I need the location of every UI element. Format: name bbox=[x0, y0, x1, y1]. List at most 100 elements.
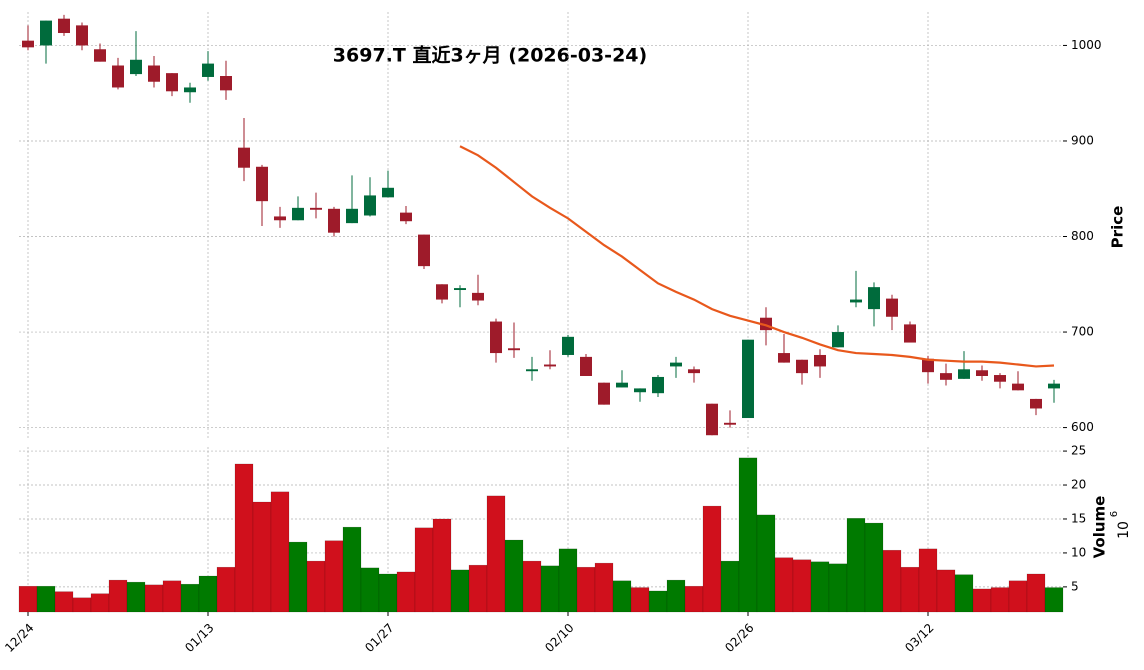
volume-bar bbox=[234, 463, 254, 613]
candle-body bbox=[994, 375, 1006, 382]
volume-bar bbox=[900, 566, 920, 613]
candle-body bbox=[904, 324, 916, 343]
volume-bar bbox=[378, 573, 398, 613]
volume-bar bbox=[72, 597, 92, 613]
volume-bar bbox=[126, 581, 146, 613]
volume-bar bbox=[342, 526, 362, 613]
volume-bar bbox=[18, 585, 38, 613]
volume-bar bbox=[792, 559, 812, 613]
candle-body bbox=[346, 208, 358, 224]
volume-bar bbox=[306, 560, 326, 613]
candle-body bbox=[976, 370, 988, 376]
volume-bar bbox=[612, 580, 632, 613]
candle-body bbox=[778, 353, 790, 363]
candle-body bbox=[148, 65, 160, 82]
volume-bar bbox=[1026, 573, 1046, 613]
candle-body bbox=[670, 362, 682, 367]
volume-bar bbox=[54, 591, 74, 613]
volume-bar bbox=[414, 527, 434, 613]
y-tick-label: 800 bbox=[1071, 229, 1094, 243]
x-tick-label: 02/26 bbox=[722, 621, 756, 655]
x-tick-label: 02/10 bbox=[542, 621, 576, 655]
volume-bar bbox=[216, 566, 236, 613]
volume-exponent-power: 6 bbox=[1109, 511, 1120, 517]
volume-bar bbox=[954, 574, 974, 613]
candle-body bbox=[436, 284, 448, 300]
candle-body bbox=[814, 354, 826, 367]
candle-body bbox=[616, 382, 628, 388]
y-tick-label: 1000 bbox=[1071, 38, 1102, 52]
candle-body bbox=[76, 25, 88, 46]
volume-tick-label: 10 bbox=[1071, 545, 1086, 559]
volume-bar bbox=[108, 579, 128, 613]
candle-body bbox=[868, 287, 880, 310]
volume-bar bbox=[882, 549, 902, 613]
volume-bar bbox=[774, 557, 794, 613]
candle-body bbox=[958, 369, 970, 379]
volume-bar bbox=[846, 518, 866, 613]
volume-bar bbox=[864, 522, 884, 613]
volume-bar bbox=[252, 501, 272, 613]
candle-body bbox=[454, 288, 466, 291]
candle-body bbox=[598, 382, 610, 405]
volume-bar bbox=[360, 567, 380, 613]
volume-bar bbox=[486, 495, 506, 613]
candle-body bbox=[220, 76, 232, 91]
candle-body bbox=[1030, 398, 1042, 409]
volume-bar bbox=[720, 560, 740, 613]
volume-bar bbox=[702, 505, 722, 613]
volume-exponent-base: 10 bbox=[1116, 521, 1132, 539]
candle-body bbox=[328, 208, 340, 233]
volume-bar bbox=[684, 585, 704, 613]
volume-bar bbox=[594, 562, 614, 613]
volume-bar bbox=[990, 587, 1010, 613]
volume-bar bbox=[756, 514, 776, 613]
volume-bar bbox=[918, 548, 938, 613]
candle-body bbox=[580, 356, 592, 376]
volume-bar bbox=[522, 560, 542, 613]
candle-body bbox=[562, 336, 574, 355]
candle-body bbox=[238, 147, 250, 168]
candle-body bbox=[274, 216, 286, 221]
volume-bar bbox=[648, 590, 668, 613]
x-tick-label: 01/13 bbox=[182, 621, 216, 655]
chart-title: 3697.T 直近3ヶ月 (2026-03-24) bbox=[333, 44, 647, 67]
candle-body bbox=[490, 321, 502, 354]
volume-bar bbox=[450, 569, 470, 613]
volume-bar bbox=[180, 583, 200, 613]
candle-body bbox=[94, 49, 106, 62]
candle-body bbox=[472, 292, 484, 301]
volume-bar bbox=[540, 565, 560, 613]
volume-bar bbox=[468, 564, 488, 613]
candle-body bbox=[886, 298, 898, 317]
volume-bar bbox=[270, 491, 290, 613]
volume-tick-label: 20 bbox=[1071, 478, 1086, 492]
candle-body bbox=[400, 212, 412, 222]
candle-body bbox=[202, 63, 214, 77]
candle-body bbox=[310, 207, 322, 210]
volume-bar bbox=[972, 588, 992, 613]
candle-body bbox=[526, 369, 538, 372]
candle-body bbox=[940, 373, 952, 380]
candle-body bbox=[544, 364, 556, 367]
x-tick-label: 01/27 bbox=[362, 621, 396, 655]
candle-body bbox=[22, 40, 34, 48]
candle-body bbox=[382, 187, 394, 198]
candle-body bbox=[1048, 383, 1060, 389]
volume-bar bbox=[432, 518, 452, 613]
candle-body bbox=[634, 388, 646, 393]
volume-bar bbox=[324, 540, 344, 613]
candle-body bbox=[364, 195, 376, 216]
volume-bar bbox=[936, 569, 956, 613]
candle-body bbox=[508, 348, 520, 351]
candle-body bbox=[40, 20, 52, 46]
candle-body bbox=[1012, 383, 1024, 391]
candle-body bbox=[796, 359, 808, 374]
candle-body bbox=[256, 166, 268, 202]
candle-body bbox=[418, 234, 430, 267]
volume-bar bbox=[90, 593, 110, 613]
volume-bar bbox=[1044, 587, 1064, 613]
candle-body bbox=[688, 369, 700, 374]
candle-body bbox=[832, 332, 844, 348]
